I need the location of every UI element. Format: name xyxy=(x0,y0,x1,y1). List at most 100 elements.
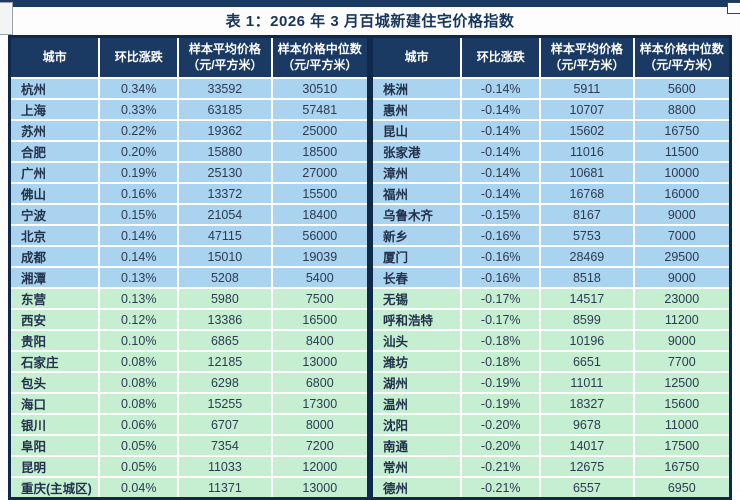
median-price-cell: 10000 xyxy=(632,161,732,184)
change-cell: 0.08% xyxy=(98,392,180,415)
change-cell: 0.08% xyxy=(98,371,180,394)
column-header: 环比涨跌 xyxy=(460,35,542,79)
city-cell: 宁波 xyxy=(8,203,101,226)
column-header: 环比涨跌 xyxy=(98,35,180,79)
table-row: 湖州 -0.19% 11011 12500 xyxy=(370,371,732,394)
table-row: 上海 0.33% 63185 57481 xyxy=(8,98,370,121)
median-price-cell: 8400 xyxy=(270,329,370,352)
median-price-cell: 19039 xyxy=(270,245,370,268)
median-price-cell: 15500 xyxy=(270,182,370,205)
city-cell: 湖州 xyxy=(370,371,463,394)
change-cell: -0.16% xyxy=(460,224,542,247)
change-cell: -0.16% xyxy=(460,245,542,268)
scrollbar-fragment[interactable] xyxy=(0,2,13,35)
city-cell: 福州 xyxy=(370,182,463,205)
median-price-cell: 13000 xyxy=(270,350,370,373)
table-row: 福州 -0.14% 16768 16000 xyxy=(370,182,732,205)
table-row: 沈阳 -0.20% 9678 11000 xyxy=(370,413,732,436)
column-header: 样本平均价格 （元/平方米） xyxy=(539,35,635,79)
median-price-cell: 9000 xyxy=(632,266,732,289)
change-cell: 0.10% xyxy=(98,329,180,352)
avg-price-cell: 18327 xyxy=(539,392,635,415)
table-row: 宁波 0.15% 21054 18400 xyxy=(8,203,370,226)
avg-price-cell: 15255 xyxy=(177,392,273,415)
change-cell: 0.05% xyxy=(98,455,180,478)
avg-price-cell: 6651 xyxy=(539,350,635,373)
change-cell: -0.18% xyxy=(460,329,542,352)
city-cell: 广州 xyxy=(8,161,101,184)
avg-price-cell: 10707 xyxy=(539,98,635,121)
city-cell: 苏州 xyxy=(8,119,101,142)
avg-price-cell: 6557 xyxy=(539,476,635,500)
city-cell: 张家港 xyxy=(370,140,463,163)
table-row: 常州 -0.21% 12675 16750 xyxy=(370,455,732,478)
change-cell: -0.14% xyxy=(460,182,542,205)
city-cell: 温州 xyxy=(370,392,463,415)
change-cell: 0.20% xyxy=(98,140,180,163)
change-cell: -0.21% xyxy=(460,455,542,478)
city-cell: 汕头 xyxy=(370,329,463,352)
median-price-cell: 11500 xyxy=(632,140,732,163)
city-cell: 重庆(主城区) xyxy=(8,476,101,500)
median-price-cell: 7500 xyxy=(270,287,370,310)
avg-price-cell: 19362 xyxy=(177,119,273,142)
city-cell: 西安 xyxy=(8,308,101,331)
change-cell: -0.14% xyxy=(460,98,542,121)
table-row: 汕头 -0.18% 10196 9000 xyxy=(370,329,732,352)
change-cell: 0.19% xyxy=(98,161,180,184)
change-cell: 0.05% xyxy=(98,434,180,457)
avg-price-cell: 10681 xyxy=(539,161,635,184)
table-row: 昆明 0.05% 11033 12000 xyxy=(8,455,370,478)
city-cell: 合肥 xyxy=(8,140,101,163)
avg-price-cell: 28469 xyxy=(539,245,635,268)
city-cell: 呼和浩特 xyxy=(370,308,463,331)
change-cell: -0.21% xyxy=(460,476,542,500)
column-header: 样本价格中位数 （元/平方米） xyxy=(632,35,732,79)
city-cell: 昆山 xyxy=(370,119,463,142)
change-cell: -0.16% xyxy=(460,266,542,289)
city-cell: 无锡 xyxy=(370,287,463,310)
table-row: 杭州 0.34% 33592 30510 xyxy=(8,77,370,100)
avg-price-cell: 47115 xyxy=(177,224,273,247)
header-row: 城市 环比涨跌 样本平均价格 （元/平方米） 样本价格中位数 （元/平方米） xyxy=(8,35,370,79)
median-price-cell: 6800 xyxy=(270,371,370,394)
table-row: 漳州 -0.14% 10681 10000 xyxy=(370,161,732,184)
median-price-cell: 5600 xyxy=(632,77,732,100)
column-header: 样本价格中位数 （元/平方米） xyxy=(270,35,370,79)
change-cell: 0.15% xyxy=(98,203,180,226)
change-cell: 0.14% xyxy=(98,245,180,268)
median-price-cell: 6950 xyxy=(632,476,732,500)
median-price-cell: 13000 xyxy=(270,476,370,500)
median-price-cell: 12500 xyxy=(632,371,732,394)
change-cell: -0.18% xyxy=(460,350,542,373)
median-price-cell: 16000 xyxy=(632,182,732,205)
table-row: 乌鲁木齐 -0.15% 8167 9000 xyxy=(370,203,732,226)
change-cell: -0.19% xyxy=(460,392,542,415)
change-cell: 0.33% xyxy=(98,98,180,121)
avg-price-cell: 8167 xyxy=(539,203,635,226)
city-cell: 海口 xyxy=(8,392,101,415)
avg-price-cell: 13372 xyxy=(177,182,273,205)
change-cell: -0.15% xyxy=(460,203,542,226)
change-cell: -0.20% xyxy=(460,434,542,457)
table-row: 阜阳 0.05% 7354 7200 xyxy=(8,434,370,457)
column-header: 城市 xyxy=(8,35,101,79)
city-cell: 包头 xyxy=(8,371,101,394)
median-price-cell: 7700 xyxy=(632,350,732,373)
avg-price-cell: 14517 xyxy=(539,287,635,310)
avg-price-cell: 11016 xyxy=(539,140,635,163)
table-row: 重庆(主城区) 0.04% 11371 13000 xyxy=(8,476,370,500)
median-price-cell: 23000 xyxy=(632,287,732,310)
median-price-cell: 7000 xyxy=(632,224,732,247)
city-cell: 新乡 xyxy=(370,224,463,247)
median-price-cell: 29500 xyxy=(632,245,732,268)
table-row: 包头 0.08% 6298 6800 xyxy=(8,371,370,394)
table-row: 西安 0.12% 13386 16500 xyxy=(8,308,370,331)
city-cell: 漳州 xyxy=(370,161,463,184)
city-cell: 上海 xyxy=(8,98,101,121)
window-edge-fragment xyxy=(727,2,740,14)
median-price-cell: 18500 xyxy=(270,140,370,163)
avg-price-cell: 15602 xyxy=(539,119,635,142)
avg-price-cell: 11371 xyxy=(177,476,273,500)
change-cell: -0.14% xyxy=(460,161,542,184)
